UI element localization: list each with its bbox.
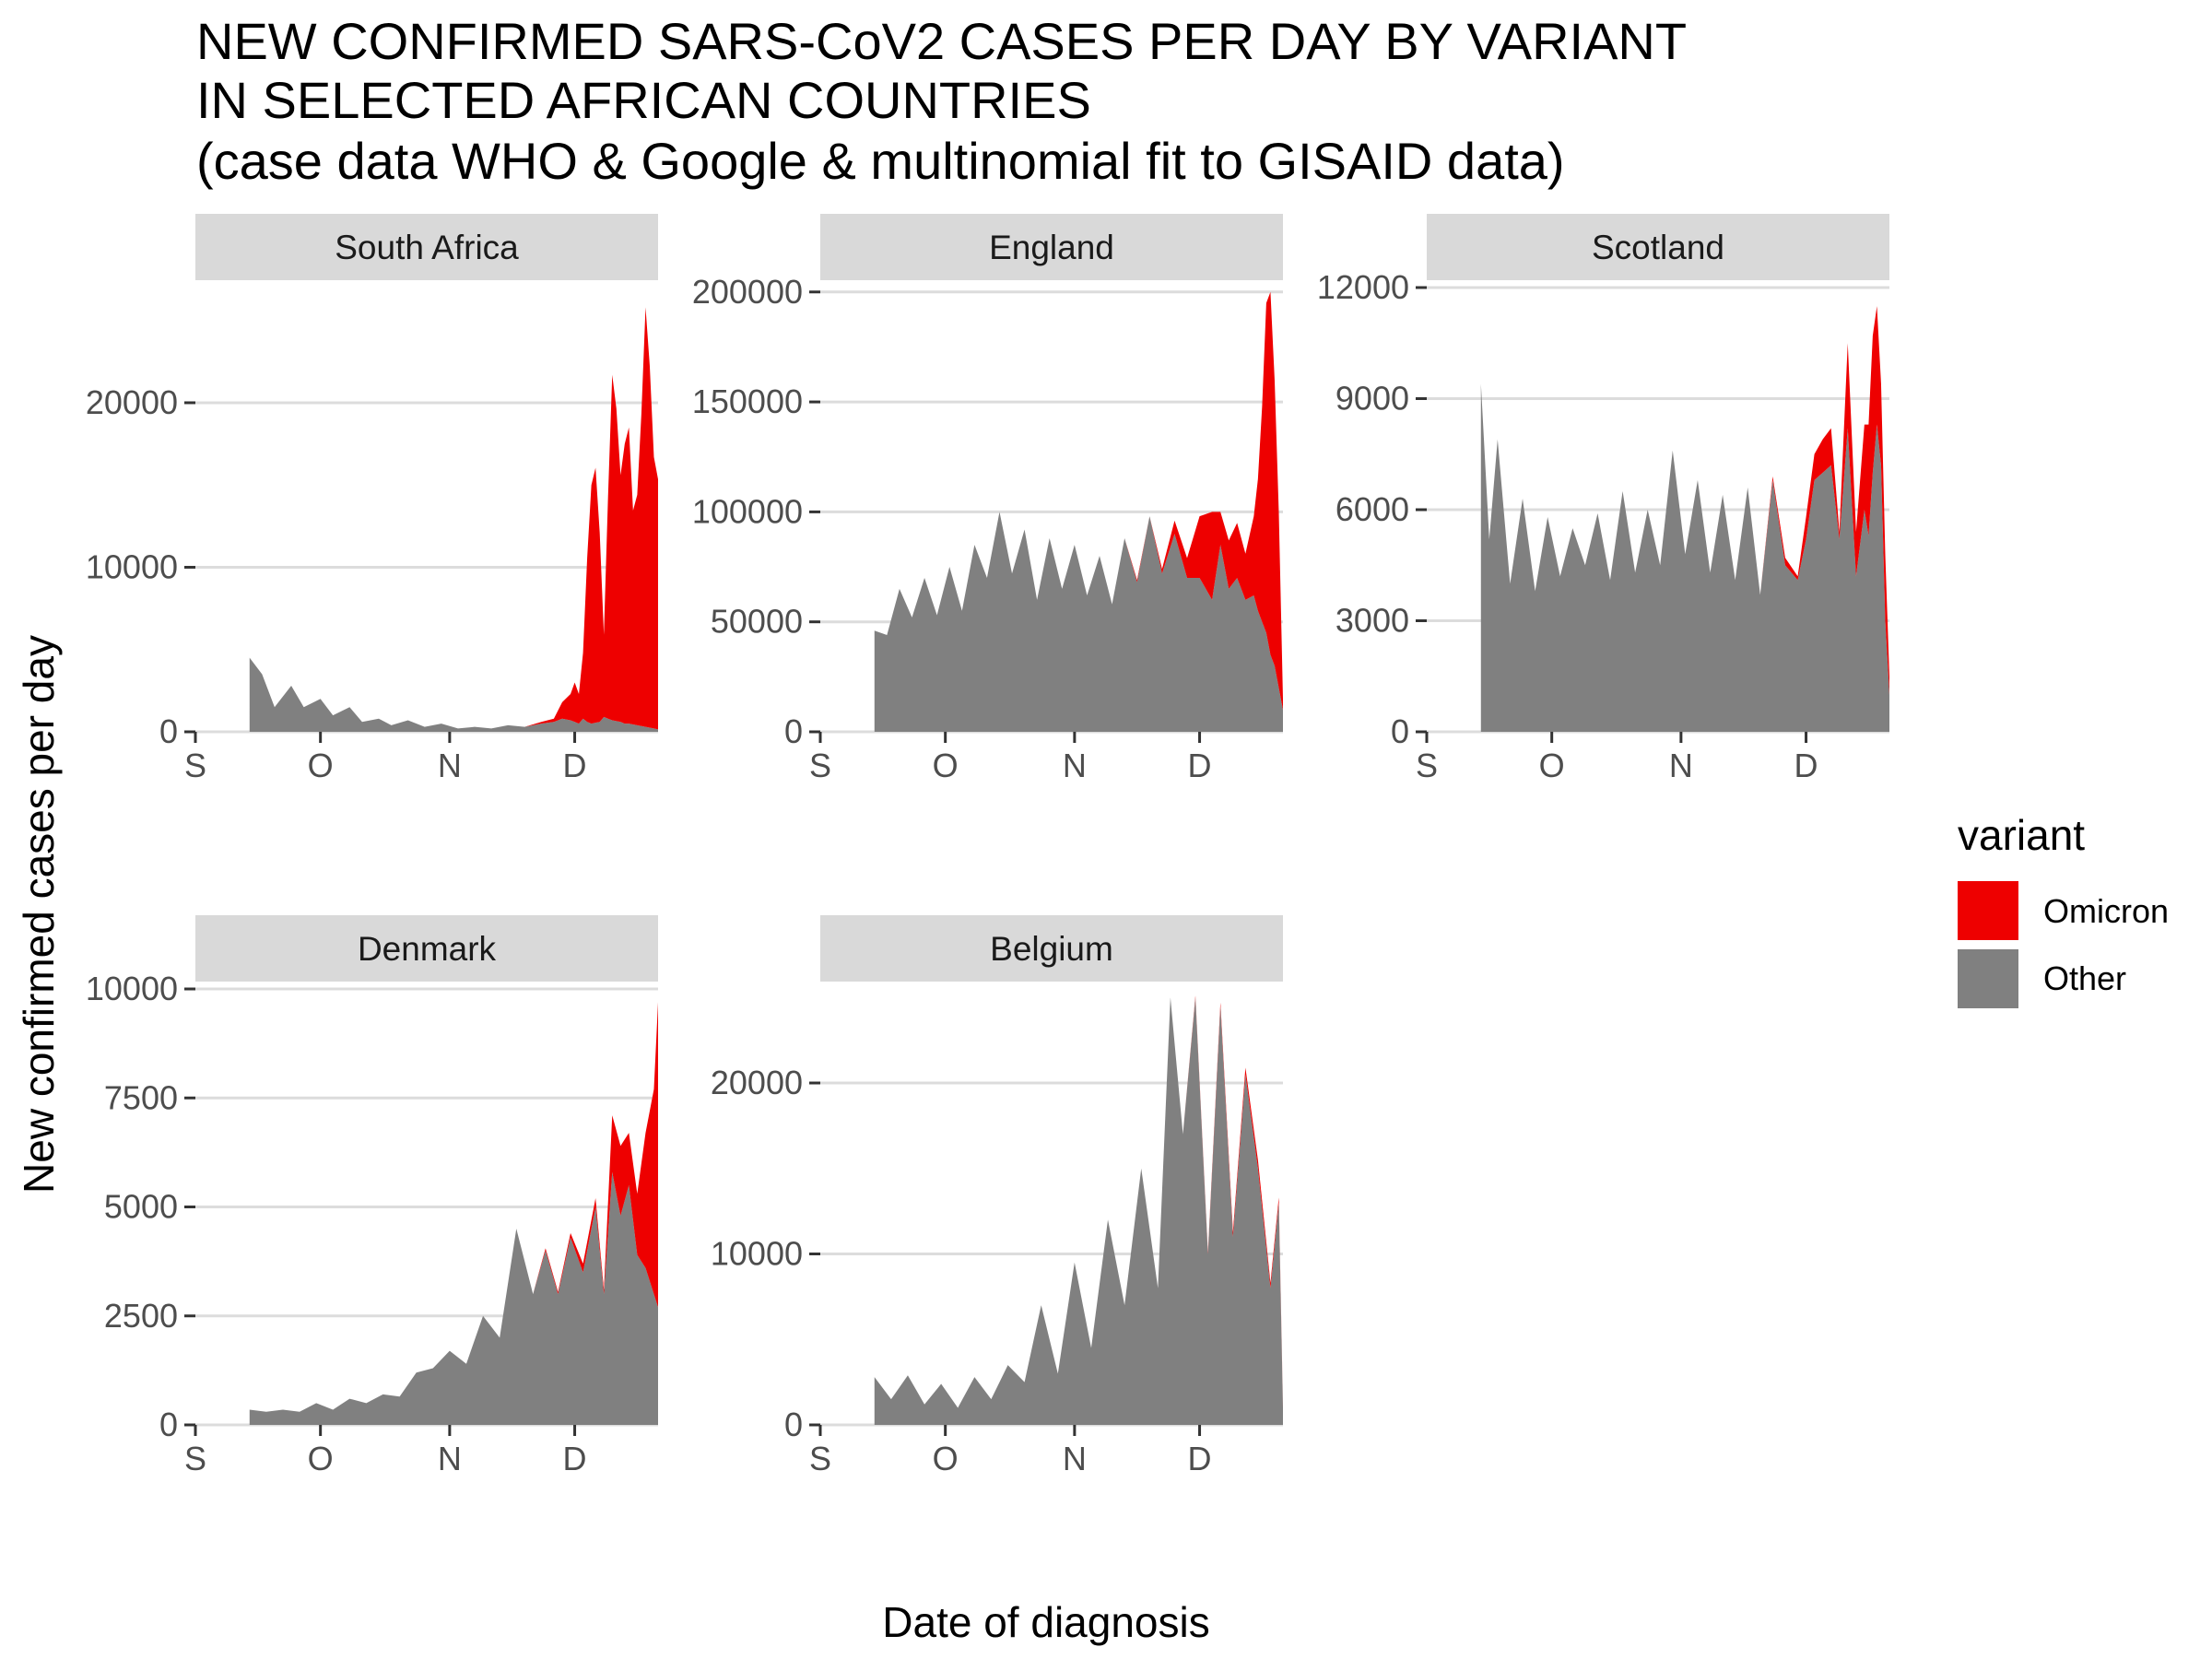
facet-strip-label-south-africa: South Africa — [335, 229, 519, 266]
y-axis-title: New confirmed cases per day — [15, 635, 63, 1194]
x-tick-label: N — [1063, 747, 1087, 784]
title-line-1: NEW CONFIRMED SARS-CoV2 CASES PER DAY BY… — [196, 12, 1687, 70]
y-tick-label: 5000 — [104, 1188, 178, 1226]
y-tick-label: 0 — [159, 712, 178, 750]
facet-strip-south-africa — [195, 214, 658, 280]
x-tick-label: S — [1416, 747, 1438, 784]
panel-denmark: Denmark 0 2500 5000 7500 10000 S O N D — [86, 915, 658, 1477]
facet-strip-label-belgium: Belgium — [990, 930, 1113, 968]
y-tick-label: 150000 — [692, 382, 803, 420]
y-tick-label: 50000 — [711, 603, 803, 641]
x-tick-label: N — [1669, 747, 1693, 784]
facet-strip-label-england: England — [989, 229, 1114, 266]
facet-strip-england — [820, 214, 1283, 280]
x-axis-title: Date of diagnosis — [882, 1598, 1209, 1646]
y-tick-label: 10000 — [86, 970, 178, 1007]
x-tick-label: O — [1539, 747, 1565, 784]
y-tick-label: 12000 — [1317, 268, 1409, 306]
y-tick-label: 2500 — [104, 1297, 178, 1335]
x-tick-label: N — [438, 1440, 462, 1477]
y-tick-label: 6000 — [1335, 490, 1409, 528]
facet-strip-scotland — [1427, 214, 1889, 280]
y-tick-label: 7500 — [104, 1078, 178, 1116]
x-tick-label: O — [308, 747, 334, 784]
x-tick-label: S — [184, 1440, 206, 1477]
x-tick-label: S — [809, 1440, 831, 1477]
y-tick-label: 0 — [784, 712, 803, 750]
y-tick-label: 200000 — [692, 273, 803, 311]
area-other-denmark — [249, 1171, 658, 1425]
y-tick-label: 9000 — [1335, 380, 1409, 418]
panel-england: England 0 50000 100000 150000 200000 S O N D — [692, 214, 1283, 784]
title-line-2: IN SELECTED AFRICAN COUNTRIES — [196, 71, 1091, 129]
area-other-england — [874, 512, 1283, 732]
title-line-3: (case data WHO & Google & multinomial fi… — [196, 132, 1565, 190]
y-tick-label: 10000 — [711, 1235, 803, 1273]
y-tick-label: 3000 — [1335, 602, 1409, 640]
panel-south-africa: South Africa 0 10000 20000 S O N D — [86, 214, 658, 784]
facet-strip-denmark — [195, 915, 658, 982]
x-tick-label: D — [1188, 1440, 1212, 1477]
facet-strip-belgium — [820, 915, 1283, 982]
chart-title: NEW CONFIRMED SARS-CoV2 CASES PER DAY BY… — [196, 12, 1687, 190]
y-tick-label: 20000 — [711, 1064, 803, 1101]
area-other-scotland — [1480, 383, 1889, 732]
x-tick-label: S — [184, 747, 206, 784]
x-tick-label: O — [933, 747, 959, 784]
area-other-belgium — [874, 997, 1283, 1425]
area-other-south-africa — [249, 657, 658, 732]
y-tick-label: 0 — [159, 1406, 178, 1443]
x-tick-label: O — [308, 1440, 334, 1477]
x-tick-label: D — [1794, 747, 1818, 784]
x-tick-label: D — [563, 1440, 587, 1477]
y-tick-label: 0 — [784, 1406, 803, 1443]
x-tick-label: D — [563, 747, 587, 784]
legend-label-other: Other — [2043, 959, 2126, 997]
legend: variant Omicron Other — [1958, 811, 2169, 1008]
x-tick-label: D — [1188, 747, 1212, 784]
facet-strip-label-denmark: Denmark — [358, 930, 497, 968]
legend-label-omicron: Omicron — [2043, 892, 2169, 930]
y-tick-label: 100000 — [692, 492, 803, 530]
x-tick-label: S — [809, 747, 831, 784]
area-omicron-south-africa — [249, 307, 658, 730]
x-tick-label: N — [438, 747, 462, 784]
legend-title: variant — [1958, 811, 2085, 859]
y-tick-label: 10000 — [86, 547, 178, 585]
x-tick-label: N — [1063, 1440, 1087, 1477]
panel-belgium: Belgium 0 10000 20000 S O N D — [711, 915, 1283, 1477]
x-tick-label: O — [933, 1440, 959, 1477]
legend-swatch-other — [1958, 949, 2018, 1008]
facet-strip-label-scotland: Scotland — [1592, 229, 1724, 266]
legend-swatch-omicron — [1958, 881, 2018, 940]
y-tick-label: 20000 — [86, 383, 178, 421]
panel-scotland: Scotland 0 3000 6000 9000 12000 S O N D — [1317, 214, 1889, 784]
y-tick-label: 0 — [1391, 712, 1409, 750]
